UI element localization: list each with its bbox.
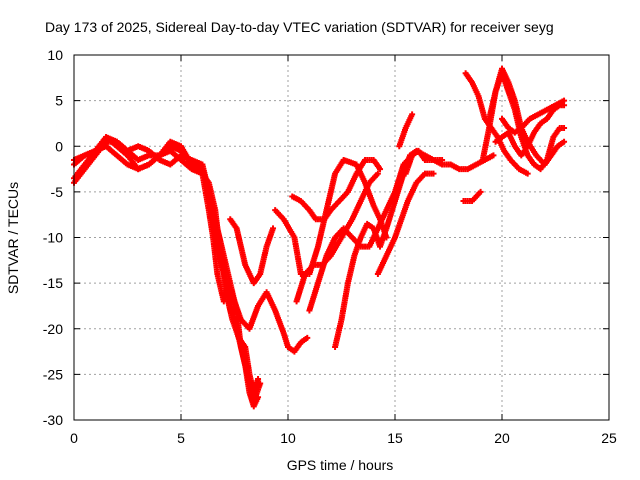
series-8 bbox=[293, 170, 381, 305]
series-14 bbox=[396, 111, 416, 150]
series-15 bbox=[460, 188, 484, 204]
data-point bbox=[270, 225, 277, 232]
data-point bbox=[561, 97, 568, 104]
series-18 bbox=[486, 70, 568, 173]
series-11 bbox=[374, 170, 437, 277]
series-2 bbox=[71, 143, 311, 355]
x-axis-label: GPS time / hours bbox=[287, 457, 394, 473]
y-tick-label: 5 bbox=[55, 93, 63, 109]
y-axis-label: SDTVAR / TECUs bbox=[5, 182, 21, 294]
data-point bbox=[439, 156, 446, 163]
y-tick-label: -25 bbox=[43, 366, 63, 382]
data-point bbox=[477, 188, 484, 195]
y-tick-label: 10 bbox=[47, 47, 63, 63]
data-point bbox=[561, 125, 568, 131]
series-6 bbox=[272, 156, 390, 277]
x-tick-label: 10 bbox=[280, 430, 296, 446]
x-tick-label: 5 bbox=[177, 430, 185, 446]
data-point bbox=[524, 170, 531, 177]
y-tick-label: -10 bbox=[43, 230, 63, 246]
x-tick-label: 25 bbox=[601, 430, 617, 446]
data-point bbox=[409, 111, 416, 118]
data-point bbox=[430, 170, 437, 177]
data-point bbox=[304, 334, 311, 341]
data-point bbox=[374, 170, 381, 177]
series-13 bbox=[402, 147, 446, 177]
data-point bbox=[257, 380, 264, 387]
y-tick-label: -20 bbox=[43, 321, 63, 337]
plot-points bbox=[71, 65, 568, 410]
chart-title: Day 173 of 2025, Sidereal Day-to-day VTE… bbox=[45, 19, 554, 35]
data-point bbox=[561, 138, 568, 145]
data-point bbox=[255, 375, 262, 382]
series-4 bbox=[71, 134, 264, 405]
series-3 bbox=[71, 134, 262, 410]
data-point bbox=[377, 166, 384, 173]
series-5 bbox=[227, 216, 277, 287]
y-tick-label: -30 bbox=[43, 412, 63, 428]
x-tick-label: 20 bbox=[494, 430, 510, 446]
x-tick-label: 0 bbox=[70, 430, 78, 446]
y-tick-label: 0 bbox=[55, 138, 63, 154]
y-tick-label: -5 bbox=[51, 184, 64, 200]
plot-frame bbox=[73, 54, 610, 421]
y-tick-label: -15 bbox=[43, 275, 63, 291]
series-1 bbox=[71, 138, 262, 396]
series-20 bbox=[499, 97, 568, 136]
grid bbox=[74, 55, 609, 420]
axes: 0 5 10 15 20 25 10 5 0 -5 -10 -15 -20 -25 -30 bbox=[43, 47, 617, 446]
series-7 bbox=[289, 156, 384, 223]
data-point bbox=[490, 152, 497, 159]
x-tick-label: 15 bbox=[387, 430, 403, 446]
